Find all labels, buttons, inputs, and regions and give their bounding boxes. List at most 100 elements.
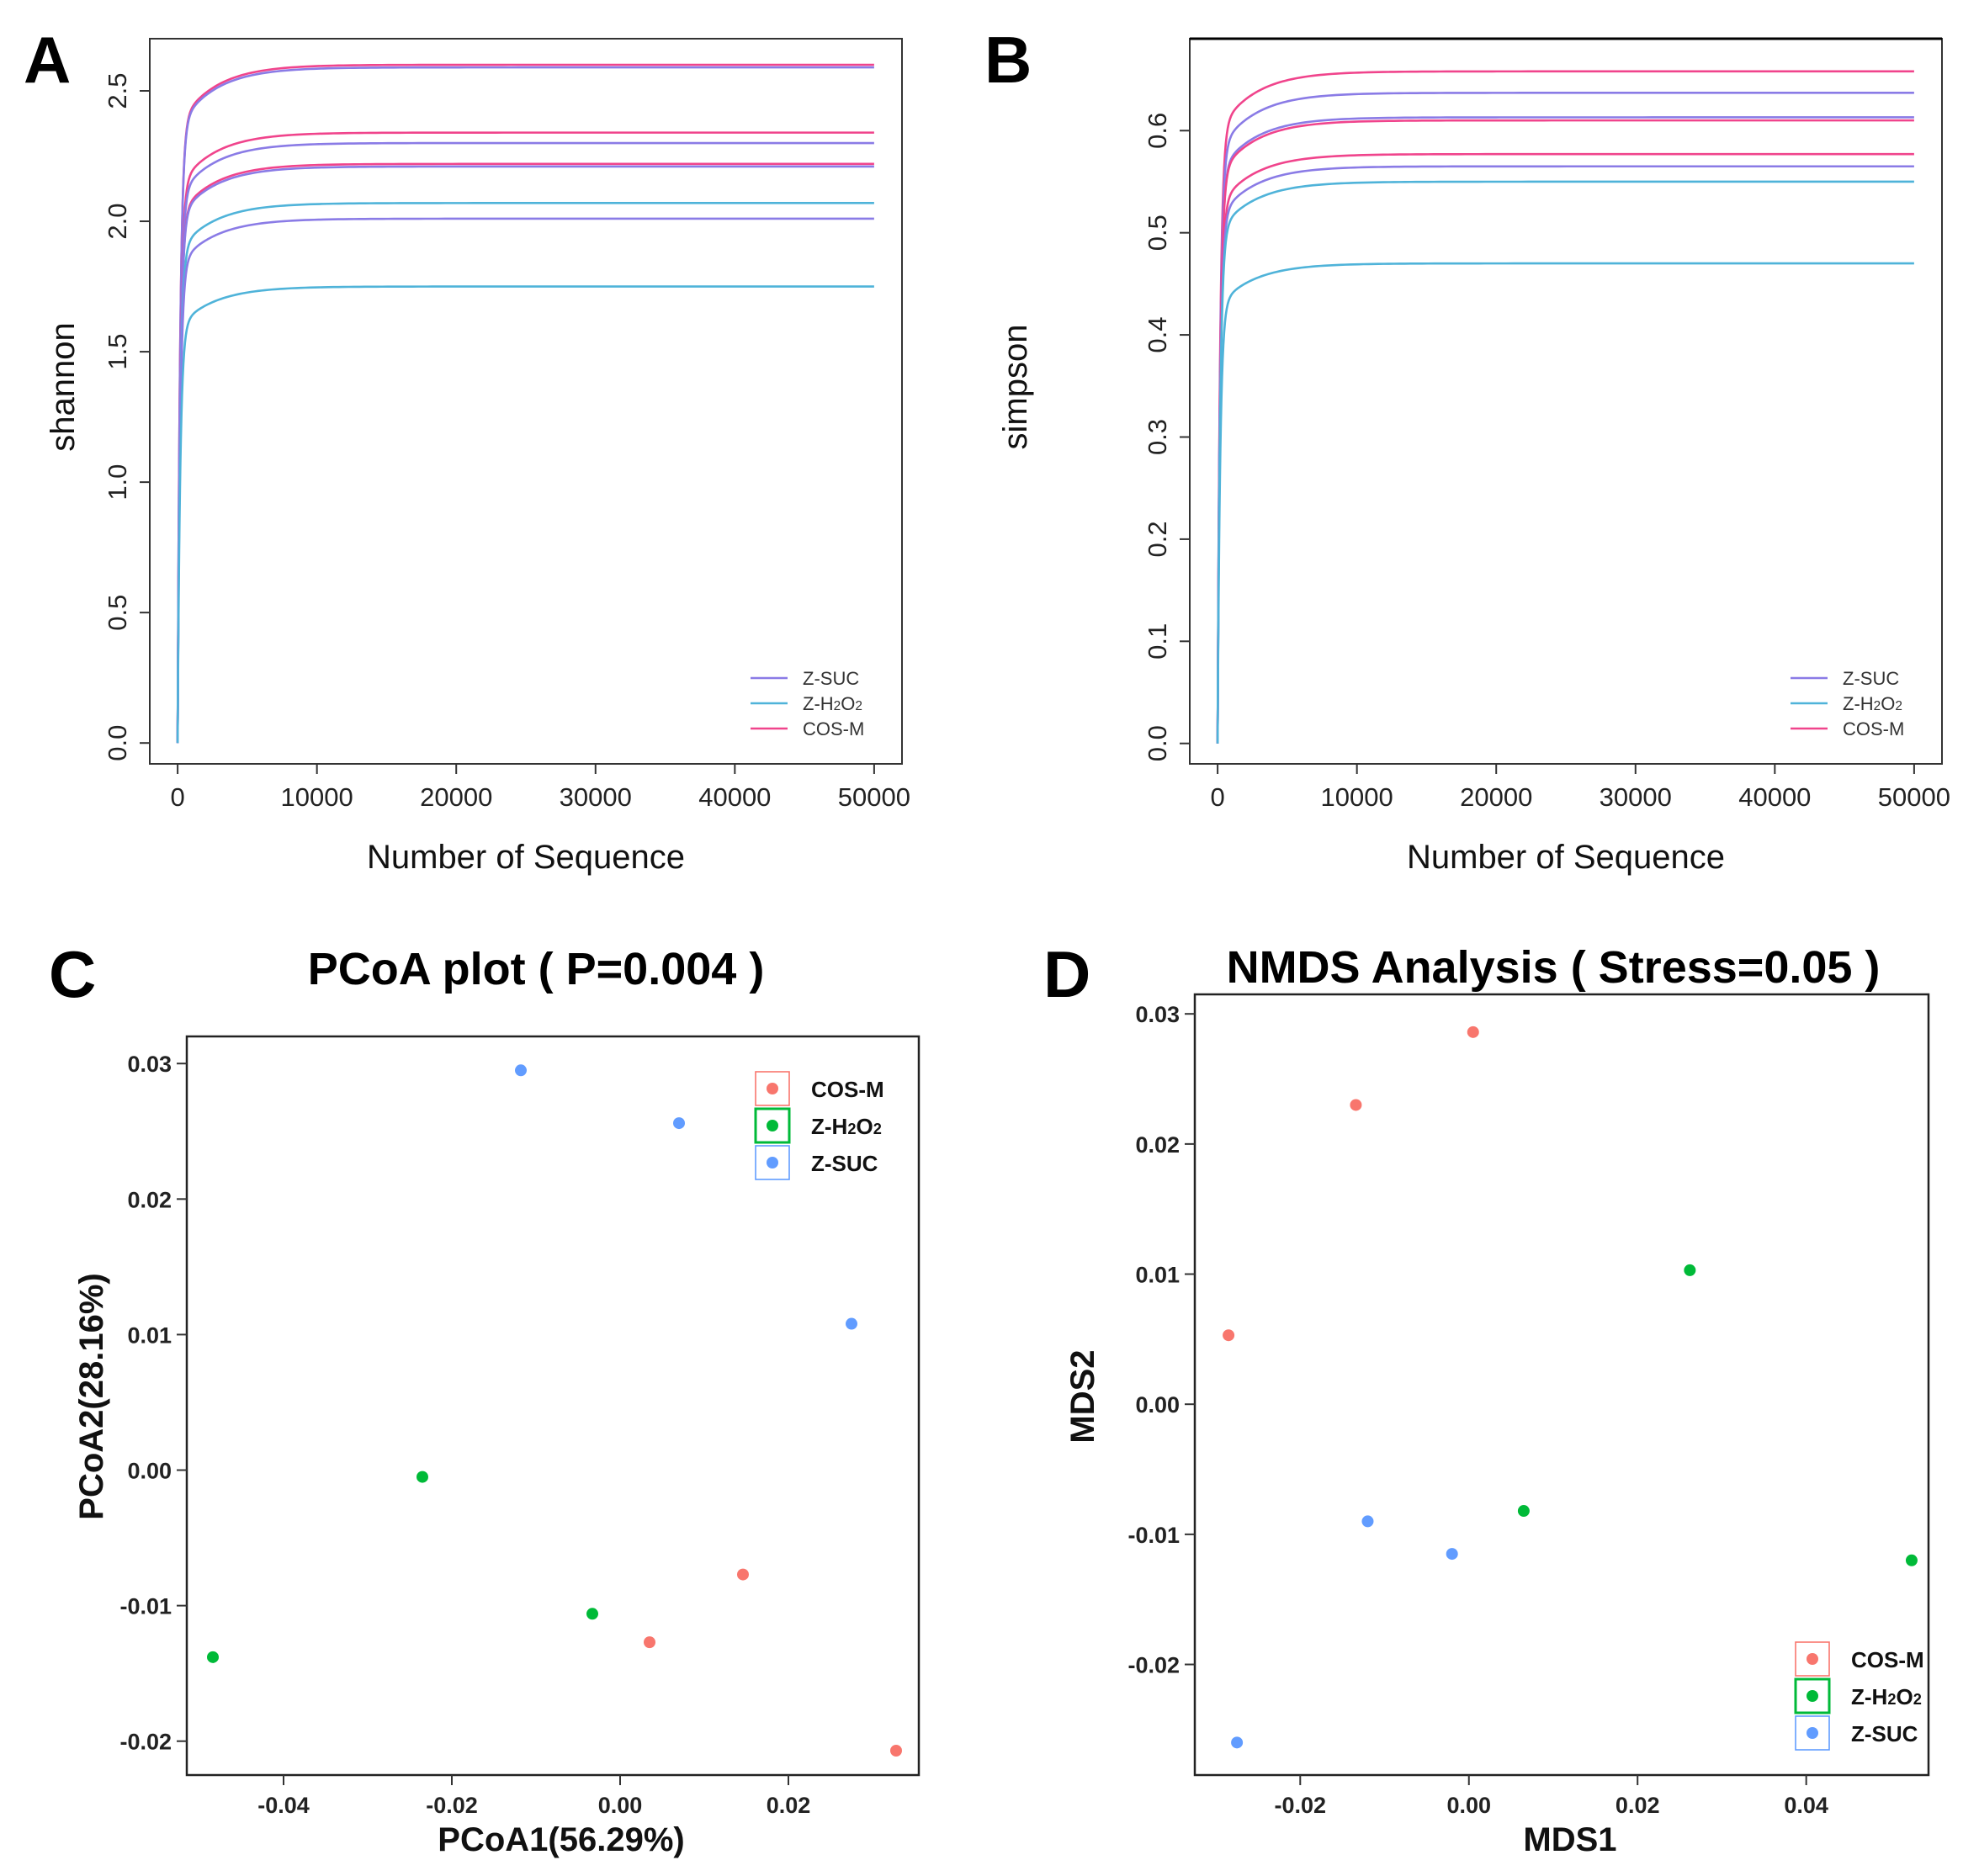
scatter-point-zho-2: [1905, 1554, 1918, 1566]
y-tick-label: 0.0: [1143, 725, 1172, 761]
y-axis-label: simpson: [997, 325, 1034, 450]
legend-dot: [767, 1120, 778, 1131]
y-tick-label: -0.02: [119, 1730, 172, 1755]
panel-label-b: B: [984, 23, 1032, 97]
panel-label-a: A: [24, 23, 71, 97]
plot-frame: [1193, 993, 1930, 1777]
y-tick-label: 0.5: [1143, 215, 1172, 251]
x-tick-label: -0.02: [426, 1793, 478, 1818]
plot-frame: [1189, 38, 1943, 765]
y-tick-label: -0.01: [1127, 1523, 1180, 1548]
series-line-7: [1216, 262, 1914, 744]
scatter-point-zsuc-2: [846, 1317, 857, 1330]
x-tick-label: 10000: [281, 782, 353, 812]
series-line-1: [1216, 92, 1914, 744]
x-tick-label: 30000: [1600, 782, 1672, 812]
legend-label: Z-H2O2: [1851, 1684, 1922, 1709]
x-tick-label: 0.00: [598, 1793, 643, 1818]
y-tick-label: 0.3: [1143, 419, 1172, 455]
scatter-point-zsuc-0: [1361, 1515, 1374, 1528]
scatter-point-zsuc-0: [515, 1064, 527, 1077]
y-tick-label: 0.4: [1143, 317, 1172, 353]
series-line-3: [176, 141, 874, 744]
scatter-point-cosm-2: [1223, 1329, 1235, 1342]
chart-panel-d: NMDS Analysis ( Stress=0.05 ) -0.02 0.00 0.…: [1064, 942, 1930, 1858]
legend-label: Z-SUC: [1851, 1721, 1918, 1746]
y-tick-label: 0.5: [103, 595, 132, 631]
scatter-point-zho-0: [416, 1471, 428, 1483]
x-tick-label: 30000: [560, 782, 632, 812]
y-tick-label: 0.03: [1135, 1002, 1180, 1027]
y-tick-label: 1.5: [103, 334, 132, 370]
legend-label: COS-M: [811, 1077, 884, 1102]
panel-label-c: C: [49, 937, 96, 1011]
y-tick-label: 0.6: [1143, 113, 1172, 149]
legend-label: Z-SUC: [811, 1151, 878, 1176]
y-tick-label: 0.02: [1135, 1132, 1180, 1158]
y-tick-label: 2.5: [103, 72, 132, 109]
x-tick-label: 0.04: [1784, 1793, 1828, 1818]
x-tick-label: 0: [170, 782, 184, 812]
x-tick-label: 10000: [1321, 782, 1393, 812]
y-axis-label: shannon: [45, 322, 82, 451]
y-tick-label: 0.03: [127, 1052, 172, 1077]
scatter-point-cosm-1: [1350, 1099, 1362, 1111]
scatter-point-zho-0: [1684, 1264, 1696, 1276]
series-line-4: [1216, 152, 1914, 744]
chart-title: NMDS Analysis ( Stress=0.05 ): [1227, 942, 1881, 993]
scatter-point-zho-1: [586, 1608, 598, 1620]
legend-label: Z-SUC: [803, 668, 859, 689]
series-line-0: [1216, 70, 1914, 744]
legend-label: COS-M: [1843, 718, 1904, 739]
chart-panel-c: PCoA plot ( P=0.004 ) -0.04 -0.02 0.00 0.02 -…: [73, 944, 921, 1858]
x-tick-label: -0.04: [257, 1793, 310, 1818]
plot-frame: [149, 38, 903, 765]
x-tick-label: 40000: [1738, 782, 1811, 812]
series-line-7: [176, 217, 874, 744]
y-tick-label: 0.02: [127, 1187, 172, 1212]
legend-label: Z-H2O2: [811, 1114, 882, 1139]
series-line-4: [176, 162, 874, 744]
series-line-6: [176, 202, 874, 744]
series-line-5: [176, 165, 874, 744]
y-tick-label: 0.01: [1135, 1263, 1180, 1288]
chart-title: PCoA plot ( P=0.004 ): [308, 944, 765, 994]
scatter-point-zsuc-1: [673, 1117, 685, 1130]
legend-dot: [767, 1083, 778, 1094]
y-tick-label: 0.0: [103, 725, 132, 761]
scatter-point-cosm-1: [644, 1636, 655, 1649]
scatter-point-cosm-0: [737, 1568, 749, 1581]
legend-label: COS-M: [803, 718, 864, 739]
x-tick-label: 20000: [1460, 782, 1532, 812]
legend-dot: [1807, 1653, 1818, 1665]
chart-panel-b: 0 10000 20000 30000 40000 50000 0.0 0.1 0.2 0.3 0.…: [997, 37, 1950, 876]
x-tick-label: 40000: [698, 782, 771, 812]
scatter-point-zsuc-2: [1231, 1736, 1244, 1749]
chart-panel-a: 0 10000 20000 30000 40000 50000 0.0 0.5 1.0 1.5 2.…: [45, 38, 910, 876]
y-tick-label: 0.1: [1143, 623, 1172, 660]
legend-dot: [1807, 1690, 1818, 1702]
plot-frame: [185, 1035, 921, 1777]
series-line-6: [1216, 180, 1914, 744]
panel-label-d: D: [1043, 937, 1090, 1011]
series-line-5: [1216, 165, 1914, 744]
x-tick-label: 20000: [420, 782, 492, 812]
x-tick-label: 0.00: [1446, 1793, 1491, 1818]
x-tick-label: 0.02: [767, 1793, 811, 1818]
scatter-point-cosm-2: [890, 1745, 902, 1757]
series-line-3: [1216, 119, 1914, 744]
y-axis-label: MDS2: [1064, 1349, 1101, 1443]
x-tick-label: 0: [1210, 782, 1224, 812]
legend-label: COS-M: [1851, 1647, 1924, 1672]
y-tick-label: 0.00: [127, 1459, 172, 1484]
x-tick-label: 50000: [1878, 782, 1950, 812]
y-tick-label: 0.2: [1143, 521, 1172, 557]
x-axis-label: Number of Sequence: [1407, 839, 1725, 876]
x-tick-label: 50000: [838, 782, 910, 812]
legend-label: Z-H2O2: [1843, 693, 1902, 714]
series-line-2: [1216, 116, 1914, 744]
series-line-8: [176, 285, 874, 744]
y-tick-label: -0.01: [119, 1594, 172, 1619]
x-axis-label: MDS1: [1523, 1821, 1616, 1858]
